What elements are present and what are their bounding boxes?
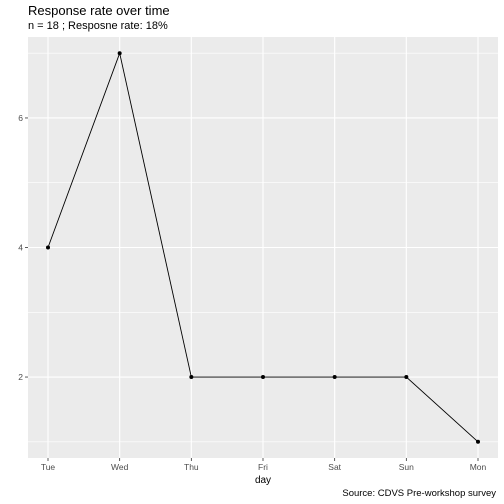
data-point [46,245,50,250]
x-tick-label: Mon [470,462,487,472]
x-tick-label: Fri [258,462,268,472]
data-point [189,375,194,380]
x-tick-label: Wed [111,462,129,472]
x-axis-title: day [255,475,271,486]
x-tick-label: Thu [184,462,199,472]
y-tick-label: 6 [18,113,23,123]
data-point [332,375,337,380]
chart-caption: Source: CDVS Pre-workshop survey [342,488,496,499]
data-point [404,375,409,380]
chart-subtitle: n = 18 ; Resposne rate: 18% [28,20,168,32]
chart-title: Response rate over time [28,3,170,18]
x-axis: Tue Wed Thu Fri Sat Sun Mon [41,458,487,472]
y-tick-label: 4 [18,243,23,253]
x-tick-label: Sat [328,462,341,472]
y-axis: 2 4 6 [18,113,28,382]
data-point [261,375,265,380]
series-layer [46,51,480,444]
data-point [117,51,122,56]
data-point [476,439,480,444]
y-tick-label: 2 [18,372,23,382]
x-tick-label: Tue [41,462,56,472]
x-tick-label: Sun [399,462,414,472]
